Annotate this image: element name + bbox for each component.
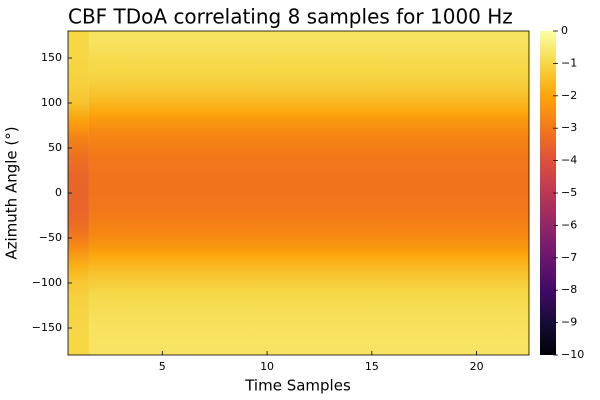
y-axis-ticks: 150 100 50 0 −50 −100 −150: [32, 51, 72, 334]
y-tick-label: 100: [41, 96, 62, 109]
heatmap-plot-area: [68, 31, 530, 355]
colorbar-tick-label: −6: [561, 218, 577, 231]
y-tick-label: 50: [48, 141, 62, 154]
x-axis-label: Time Samples: [244, 377, 351, 395]
chart-title: CBF TDoA correlating 8 samples for 1000 …: [68, 5, 513, 29]
colorbar-tick-label: −2: [561, 89, 577, 102]
y-tick-label: −150: [32, 321, 62, 334]
y-tick-label: −100: [32, 276, 62, 289]
colorbar-tick-label: 0: [561, 24, 568, 37]
y-axis-label: Azimuth Angle (°): [3, 126, 21, 259]
heatmap-column: [68, 31, 89, 355]
colorbar-tick-label: −8: [561, 283, 577, 296]
colorbar-tick-label: −1: [561, 56, 577, 69]
y-tick-label: −50: [39, 231, 62, 244]
colorbar: [540, 31, 556, 355]
x-tick-label: 10: [260, 360, 274, 373]
x-tick-label: 5: [159, 360, 166, 373]
x-tick-label: 20: [470, 360, 484, 373]
y-tick-label: 0: [55, 186, 62, 199]
colorbar-ticks: 0 −1 −2 −3 −4 −5 −6 −7 −8 −9 −10: [553, 24, 584, 361]
y-tick-label: 150: [41, 51, 62, 64]
colorbar-tick-label: −5: [561, 186, 577, 199]
colorbar-tick-label: −3: [561, 121, 577, 134]
colorbar-tick-label: −7: [561, 251, 577, 264]
colorbar-tick-label: −10: [561, 348, 584, 361]
x-tick-label: 15: [365, 360, 379, 373]
colorbar-tick-label: −9: [561, 316, 577, 329]
colorbar-tick-label: −4: [561, 154, 577, 167]
heatmap-column: [88, 31, 530, 355]
x-axis-ticks: 5 10 15 20: [159, 351, 484, 373]
